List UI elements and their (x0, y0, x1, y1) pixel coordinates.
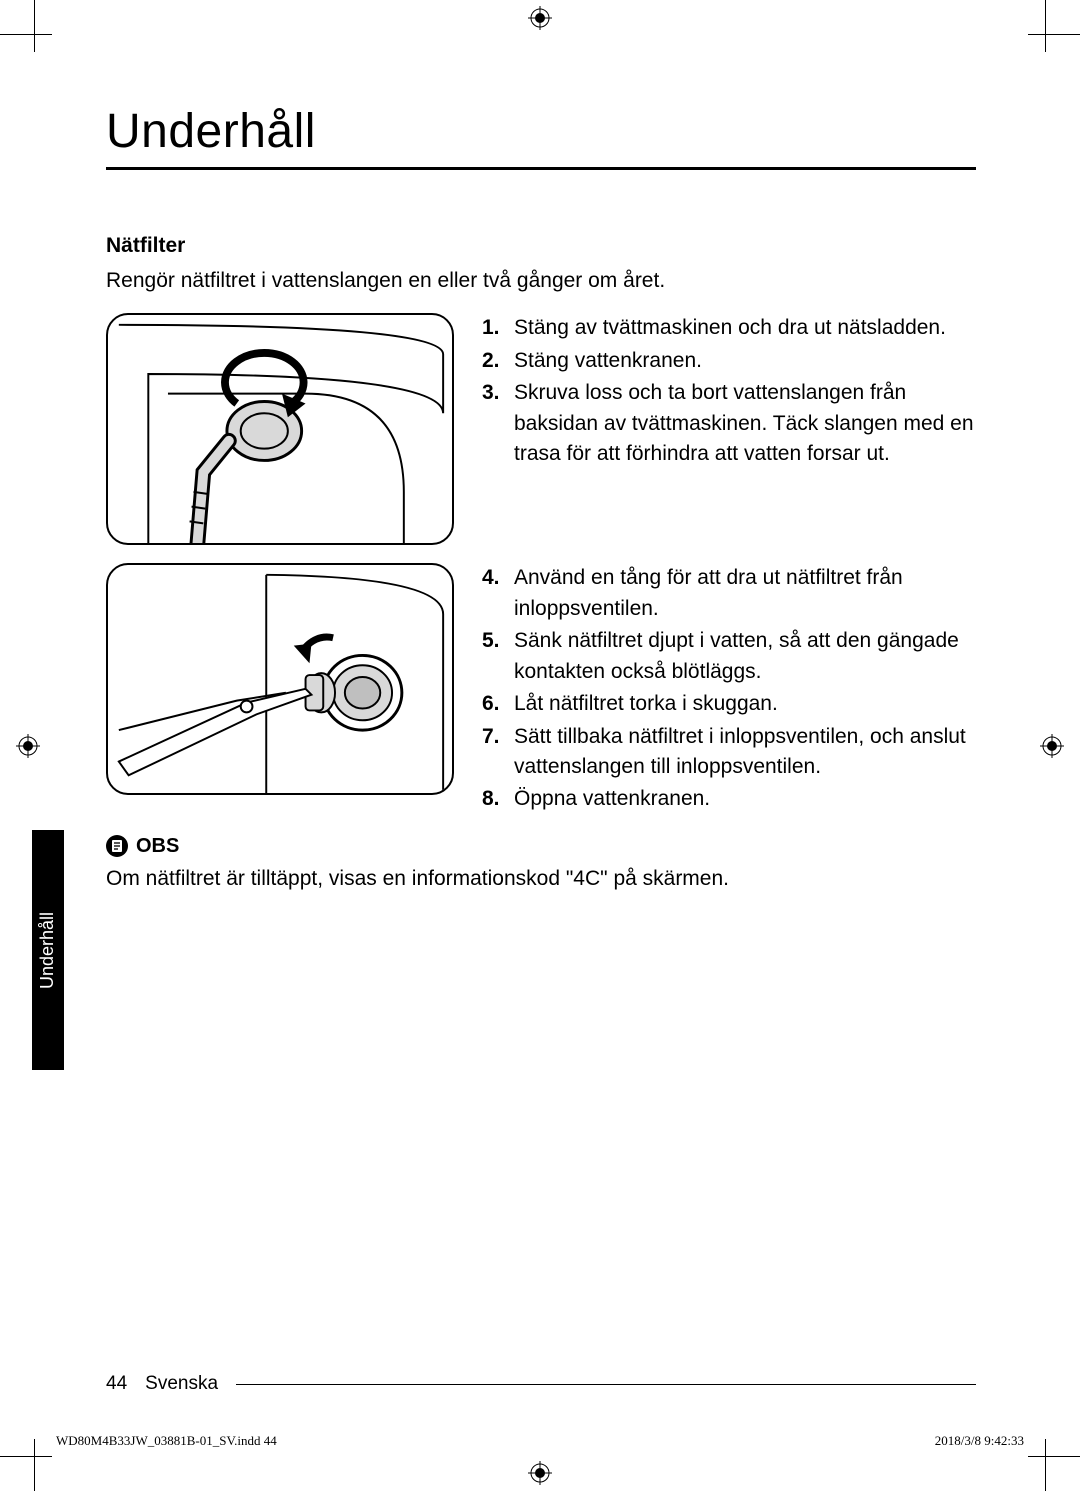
step-number: 5. (482, 626, 500, 656)
step-text: Öppna vattenkranen. (514, 787, 710, 810)
crop-mark (1028, 1456, 1080, 1457)
page-number: 44 (106, 1373, 127, 1395)
content-row-1: 1. Stäng av tvättmaskinen och dra ut näts… (106, 313, 976, 545)
list-item: 2. Stäng vattenkranen. (482, 346, 976, 376)
crop-mark (0, 1456, 52, 1457)
printer-footer: WD80M4B33JW_03881B-01_SV.indd 44 2018/3/… (56, 1433, 1024, 1449)
note-label: OBS (136, 835, 179, 858)
crop-mark (34, 0, 35, 52)
section-title: Nätfilter (106, 234, 976, 258)
list-item: 6. Låt nätfiltret torka i skuggan. (482, 689, 976, 719)
figure-pliers-filter (106, 563, 454, 795)
step-text: Stäng vattenkranen. (514, 349, 702, 372)
page-content: Underhåll Nätfilter Rengör nätfiltret i … (106, 104, 976, 893)
crop-mark (1045, 1439, 1046, 1491)
note-block: OBS Om nätfiltret är tilltäppt, visas en… (106, 835, 976, 893)
figure-hose-unscrew (106, 313, 454, 545)
intro-text: Rengör nätfiltret i vattenslangen en ell… (106, 266, 976, 295)
step-text: Sänk nätfiltret djupt i vatten, så att d… (514, 629, 959, 682)
crop-mark (0, 34, 52, 35)
step-text: Skruva loss och ta bort vattenslangen fr… (514, 381, 974, 465)
steps-group-1: 1. Stäng av tvättmaskinen och dra ut näts… (482, 313, 976, 545)
list-item: 5. Sänk nätfiltret djupt i vatten, så att… (482, 626, 976, 687)
registration-mark-left (16, 734, 40, 758)
step-number: 1. (482, 313, 500, 343)
step-number: 7. (482, 722, 500, 752)
registration-mark-right (1040, 734, 1064, 758)
printer-datetime: 2018/3/8 9:42:33 (935, 1433, 1024, 1449)
step-number: 8. (482, 784, 500, 814)
crop-mark (1028, 34, 1080, 35)
registration-mark-top (528, 6, 552, 30)
crop-mark (1045, 0, 1046, 52)
step-number: 4. (482, 563, 500, 593)
registration-mark-bottom (528, 1461, 552, 1485)
step-text: Använd en tång för att dra ut nätfiltret… (514, 566, 903, 619)
list-item: 1. Stäng av tvättmaskinen och dra ut näts… (482, 313, 976, 343)
footer-rule (236, 1384, 976, 1385)
note-icon (106, 835, 128, 857)
step-number: 6. (482, 689, 500, 719)
page-title: Underhåll (106, 104, 976, 170)
list-item: 8. Öppna vattenkranen. (482, 784, 976, 814)
note-header: OBS (106, 835, 976, 858)
step-text: Sätt tillbaka nätfiltret i inloppsventil… (514, 725, 966, 778)
step-text: Låt nätfiltret torka i skuggan. (514, 692, 778, 715)
content-row-2: 4. Använd en tång för att dra ut nätfiltr… (106, 563, 976, 817)
step-text: Stäng av tvättmaskinen och dra ut nätsla… (514, 316, 946, 339)
step-number: 2. (482, 346, 500, 376)
side-tab-label: Underhåll (38, 911, 59, 988)
list-item: 7. Sätt tillbaka nätfiltret i inloppsvent… (482, 722, 976, 783)
list-item: 4. Använd en tång för att dra ut nätfiltr… (482, 563, 976, 624)
side-tab: Underhåll (32, 830, 64, 1070)
step-number: 3. (482, 378, 500, 408)
note-text: Om nätfiltret är tilltäppt, visas en inf… (106, 864, 976, 893)
list-item: 3. Skruva loss och ta bort vattenslangen … (482, 378, 976, 469)
page-footer: 44 Svenska (106, 1373, 976, 1395)
steps-group-2: 4. Använd en tång för att dra ut nätfiltr… (482, 563, 976, 817)
footer-language: Svenska (145, 1373, 218, 1395)
printer-file: WD80M4B33JW_03881B-01_SV.indd 44 (56, 1433, 277, 1449)
crop-mark (34, 1439, 35, 1491)
